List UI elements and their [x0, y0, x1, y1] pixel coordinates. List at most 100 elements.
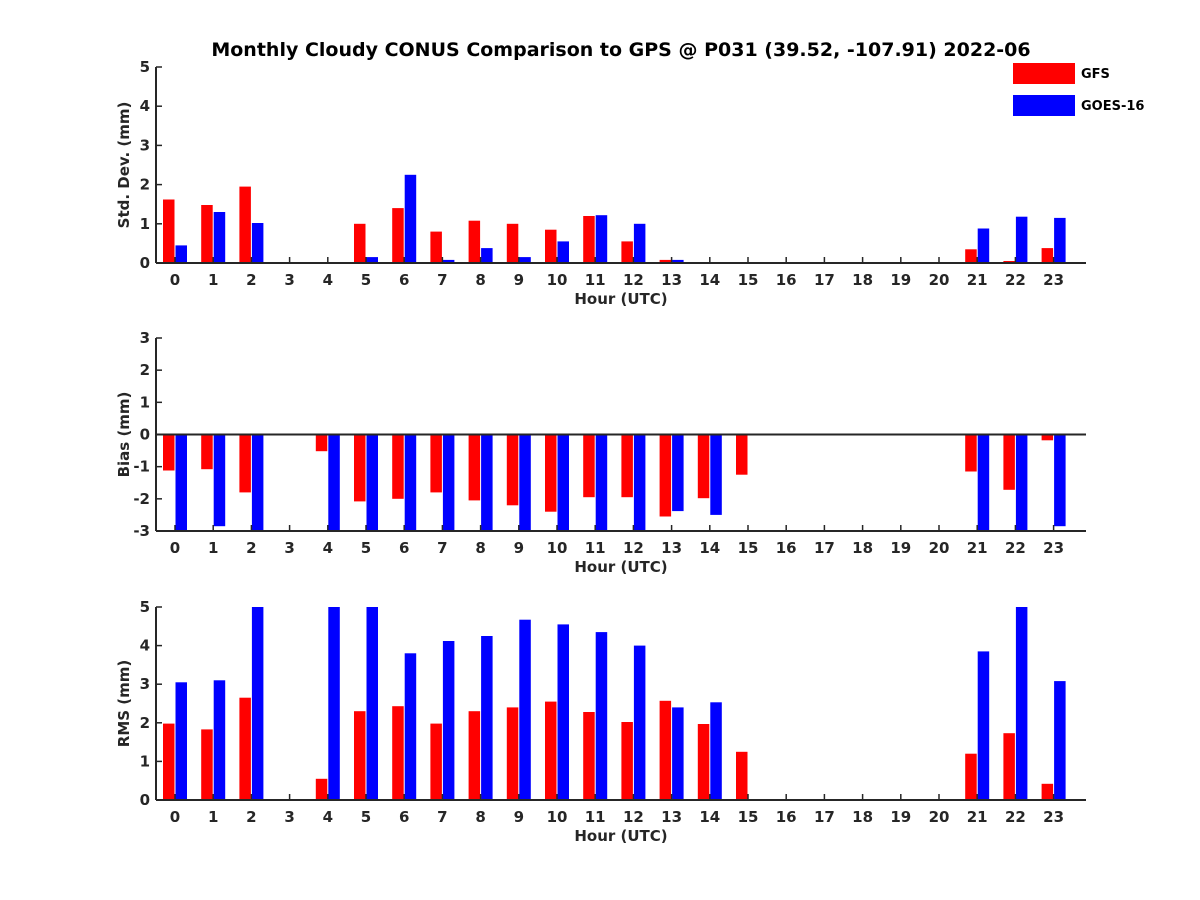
x-tick-label: 11 [585, 271, 606, 289]
bar-goes-16-hour-23 [1054, 217, 1066, 263]
y-tick-label: 2 [140, 176, 150, 194]
bar-gfs-hour-22 [1003, 434, 1015, 490]
x-tick-label: 3 [284, 808, 294, 826]
bar-goes-16-hour-22 [1015, 434, 1028, 531]
bar-goes-16-hour-9 [519, 257, 531, 263]
x-tick-label: 17 [814, 539, 835, 557]
bar-gfs-hour-6 [392, 208, 404, 263]
x-tick-label: 6 [399, 271, 409, 289]
bar-gfs-hour-23 [1041, 783, 1054, 800]
bar-goes-16-hour-8 [481, 636, 493, 800]
x-tick-label: 1 [208, 808, 218, 826]
x-tick-label: 8 [475, 808, 485, 826]
y-tick-label: 5 [140, 598, 150, 616]
x-tick-label: 1 [208, 271, 218, 289]
x-tick-label: 8 [475, 271, 485, 289]
bar-gfs-hour-0 [163, 723, 175, 800]
x-tick-label: 10 [547, 539, 568, 557]
bar-goes-16-hour-13 [672, 259, 684, 263]
y-tick-label: 1 [140, 752, 150, 770]
x-tick-label: 12 [623, 539, 644, 557]
x-axis-label: Hour (UTC) [574, 558, 667, 576]
bar-gfs-hour-5 [354, 711, 366, 800]
bar-goes-16-hour-12 [633, 645, 646, 800]
y-tick-label: 1 [140, 215, 150, 233]
x-tick-label: 15 [738, 808, 759, 826]
y-tick-label: 0 [140, 426, 150, 444]
bar-gfs-hour-8 [468, 434, 481, 501]
bar-gfs-hour-11 [583, 434, 595, 498]
bar-goes-16-hour-1 [213, 212, 226, 263]
y-tick-label: 2 [140, 361, 150, 379]
legend-label: GFS [1081, 67, 1110, 82]
series-goes-16 [175, 434, 1066, 531]
x-tick-label: 20 [929, 539, 950, 557]
chart-title: Monthly Cloudy CONUS Comparison to GPS @… [211, 39, 1030, 61]
bar-gfs-hour-10 [545, 701, 557, 800]
x-tick-label: 9 [514, 271, 524, 289]
bar-gfs-hour-0 [163, 199, 175, 263]
bar-goes-16-hour-5 [366, 607, 378, 800]
bar-gfs-hour-9 [506, 223, 519, 263]
bar-gfs-hour-1 [201, 434, 213, 470]
bar-goes-16-hour-6 [404, 434, 417, 531]
bar-goes-16-hour-23 [1054, 681, 1066, 800]
y-tick-label: 0 [140, 791, 150, 809]
x-tick-label: 7 [437, 808, 447, 826]
x-tick-label: 20 [929, 271, 950, 289]
x-tick-label: 1 [208, 539, 218, 557]
x-tick-label: 5 [361, 808, 371, 826]
bar-goes-16-hour-7 [442, 641, 455, 800]
bar-gfs-hour-11 [583, 712, 595, 800]
x-tick-label: 3 [284, 271, 294, 289]
x-tick-label: 6 [399, 808, 409, 826]
y-tick-label: 4 [140, 637, 150, 655]
bar-gfs-hour-1 [201, 729, 213, 800]
x-tick-label: 12 [623, 271, 644, 289]
x-tick-label: 10 [547, 271, 568, 289]
x-tick-label: 23 [1043, 539, 1064, 557]
bar-gfs-hour-14 [697, 724, 710, 800]
bar-goes-16-hour-9 [519, 619, 531, 800]
bar-goes-16-hour-4 [328, 434, 340, 531]
bar-gfs-hour-9 [506, 707, 519, 800]
bar-gfs-hour-10 [545, 434, 557, 512]
x-tick-label: 0 [170, 539, 180, 557]
x-tick-label: 12 [623, 808, 644, 826]
series-gfs [163, 434, 1054, 517]
x-tick-label: 18 [852, 271, 873, 289]
legend: GFS GOES-16 [1013, 63, 1144, 116]
bar-gfs-hour-6 [392, 706, 404, 800]
series-gfs [163, 697, 1054, 801]
series-goes-16 [175, 607, 1066, 800]
bar-gfs-hour-7 [430, 231, 442, 263]
x-tick-label: 19 [890, 539, 911, 557]
bar-goes-16-hour-23 [1054, 434, 1066, 527]
bar-gfs-hour-7 [430, 434, 442, 493]
bar-goes-16-hour-0 [175, 434, 187, 531]
bar-goes-16-hour-11 [595, 215, 608, 263]
bar-gfs-hour-21 [965, 249, 977, 263]
x-tick-label: 22 [1005, 271, 1026, 289]
bar-goes-16-hour-0 [175, 245, 187, 263]
series-goes-16 [175, 174, 1066, 263]
x-tick-label: 2 [246, 271, 256, 289]
x-tick-label: 13 [661, 808, 682, 826]
bar-goes-16-hour-8 [481, 434, 493, 531]
bar-gfs-hour-7 [430, 723, 442, 800]
x-tick-label: 11 [585, 808, 606, 826]
bar-gfs-hour-15 [736, 751, 748, 801]
bar-gfs-hour-10 [545, 229, 557, 263]
x-tick-label: 2 [246, 539, 256, 557]
x-tick-label: 23 [1043, 808, 1064, 826]
x-tick-label: 14 [699, 808, 720, 826]
x-tick-label: 14 [699, 539, 720, 557]
y-tick-label: 1 [140, 393, 150, 411]
bar-goes-16-hour-0 [175, 682, 187, 800]
legend-swatch [1013, 63, 1075, 84]
bar-gfs-hour-23 [1041, 434, 1054, 441]
x-tick-label: 14 [699, 271, 720, 289]
